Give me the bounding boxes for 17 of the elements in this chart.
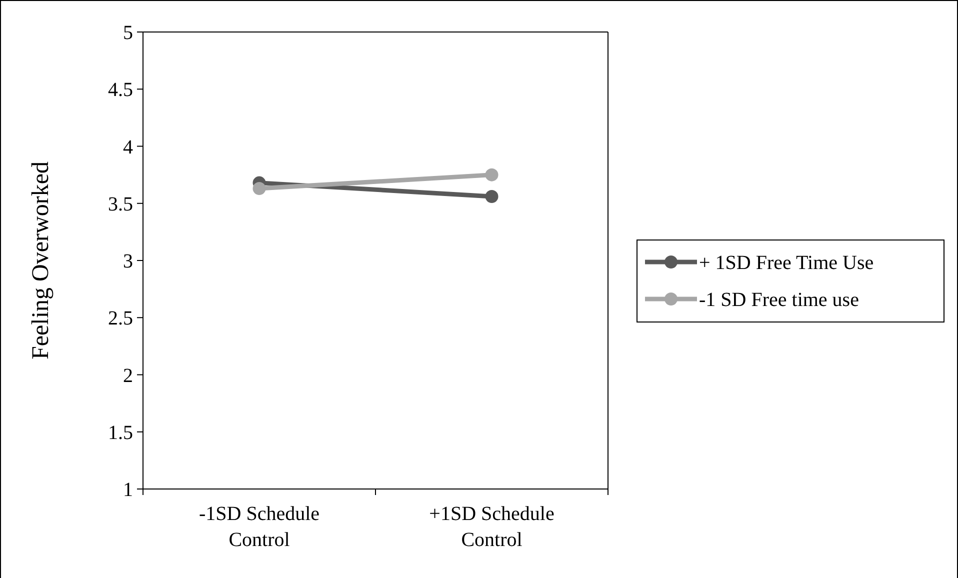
point bbox=[485, 190, 498, 204]
x-tick-label: +1SD Schedule Control bbox=[429, 503, 554, 551]
y-tick-label: 3.5 bbox=[108, 193, 133, 216]
y-tick-label: 1 bbox=[123, 479, 133, 501]
point bbox=[485, 168, 498, 182]
y-tick-label: 4.5 bbox=[108, 79, 133, 102]
y-tick-label: 3 bbox=[123, 250, 133, 272]
y-tick-label: 2 bbox=[123, 364, 133, 387]
y-tick-label: 5 bbox=[123, 22, 133, 44]
y-tick-label: 1.5 bbox=[108, 422, 133, 444]
legend-label: -1 SD Free time use bbox=[699, 289, 860, 311]
legend-label: + 1SD Free Time Use bbox=[699, 252, 874, 274]
x-tick-label: -1SD Schedule Control bbox=[198, 503, 320, 551]
y-tick-label: 2.5 bbox=[108, 308, 133, 330]
y-axis-title: Feeling Overworked bbox=[28, 162, 54, 360]
point bbox=[252, 182, 266, 196]
y-tick-label: 4 bbox=[123, 136, 133, 158]
